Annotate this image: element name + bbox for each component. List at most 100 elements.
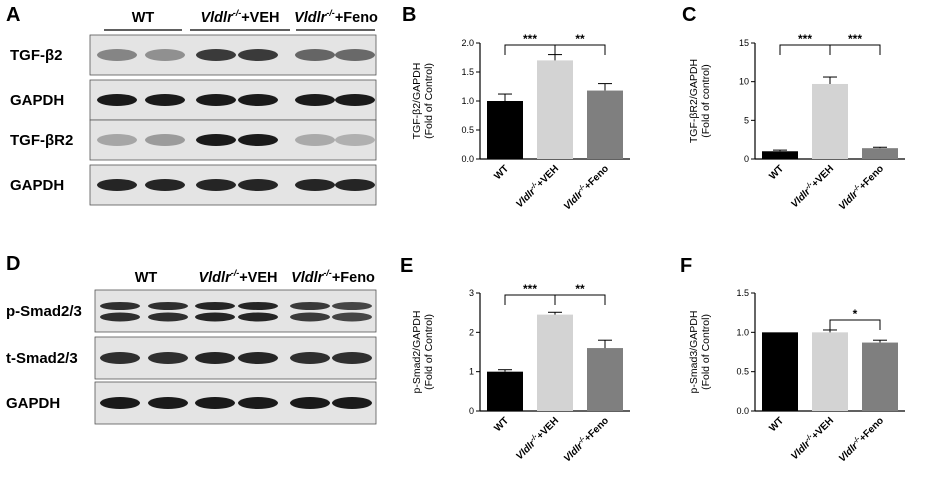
blot-band	[148, 397, 188, 409]
blot-band	[196, 94, 236, 106]
blot-row-label: GAPDH	[10, 177, 64, 194]
bar	[537, 314, 573, 411]
panel-letter: E	[400, 255, 413, 277]
blot-group-label: Vldlr-/-+Feno	[294, 8, 378, 26]
y-tick-label: 5	[744, 115, 749, 125]
bar	[487, 371, 523, 411]
blot-band	[195, 352, 235, 364]
panel-letter: B	[402, 4, 416, 26]
blot-band	[145, 94, 185, 106]
panel-letter: D	[6, 253, 20, 275]
blot-panel-a: A WT Vldlr-/-+VEH Vldlr-/-+Feno TGF-β2 GAPDH T…	[6, 4, 378, 206]
blot-band	[196, 134, 236, 146]
bar	[587, 90, 623, 159]
blot-band	[97, 179, 137, 191]
blot-band	[335, 179, 375, 191]
blot-band	[295, 94, 335, 106]
y-tick-label: 0.0	[736, 406, 749, 416]
significance-label: ***	[523, 32, 537, 46]
blot-band	[148, 302, 188, 310]
blot-band	[97, 94, 137, 106]
blot-band	[145, 179, 185, 191]
blot-band	[196, 49, 236, 61]
y-tick-label: 2.0	[461, 38, 474, 48]
blot-band	[195, 397, 235, 409]
category-label: WT	[492, 415, 511, 434]
bar	[762, 332, 798, 411]
chart-panel-f: F 0.0 0.5 1.0 1.5 p-Smad3/GAPDH(Fold of Contr…	[680, 255, 905, 465]
category-label: Vldlr-/-+Feno	[836, 415, 886, 465]
panel-letter: A	[6, 4, 20, 26]
y-tick-label: 0.5	[461, 125, 474, 135]
significance-label: *	[853, 307, 858, 321]
y-tick-label: 0	[744, 154, 749, 164]
blot-row-label: t-Smad2/3	[6, 350, 78, 367]
significance-bracket	[504, 44, 556, 55]
blot-band	[100, 312, 140, 322]
blot-band	[295, 134, 335, 146]
blot-band	[195, 312, 235, 322]
y-axis-title: p-Smad3/GAPDH(Fold of Control)	[688, 311, 712, 394]
y-tick-label: 1.0	[461, 96, 474, 106]
significance-bracket	[554, 294, 606, 305]
bar	[587, 348, 623, 411]
blot-band	[148, 312, 188, 322]
significance-bracket	[554, 44, 606, 55]
blot-band	[100, 302, 140, 310]
category-label: WT	[492, 163, 511, 182]
category-label: Vldlr-/-+Feno	[836, 163, 886, 213]
blot-band	[238, 397, 278, 409]
y-tick-label: 1.5	[736, 288, 749, 298]
significance-label: ***	[523, 282, 537, 296]
blot-band	[335, 49, 375, 61]
y-tick-label: 15	[739, 38, 749, 48]
significance-label: ***	[798, 32, 812, 46]
blot-band	[238, 94, 278, 106]
blot-band	[295, 49, 335, 61]
category-label: Vldlr-/-+VEH	[514, 163, 562, 211]
blot-band	[238, 134, 278, 146]
panel-letter: F	[680, 255, 692, 277]
bar	[487, 101, 523, 159]
category-label: WT	[767, 415, 786, 434]
chart-panel-b: B 0.0 0.5 1.0 1.5 2.0 TGF-β2/GAPDH(Fold of Con…	[402, 4, 630, 213]
blot-row-label: GAPDH	[10, 92, 64, 109]
blot-band	[290, 397, 330, 409]
blot-group-label: Vldlr-/-+VEH	[200, 8, 279, 26]
blot-row-label: GAPDH	[6, 395, 60, 412]
significance-label: ***	[848, 32, 862, 46]
y-tick-label: 0	[469, 406, 474, 416]
y-tick-label: 10	[739, 77, 749, 87]
y-tick-label: 0.0	[461, 154, 474, 164]
blot-group-label: Vldlr-/-+VEH	[198, 268, 277, 286]
blot-band	[295, 179, 335, 191]
significance-bracket	[829, 44, 881, 55]
category-label: Vldlr-/-+VEH	[789, 415, 837, 463]
blot-strip	[94, 289, 377, 333]
category-label: WT	[767, 163, 786, 182]
bar	[537, 60, 573, 159]
blot-band	[335, 94, 375, 106]
blot-band	[290, 352, 330, 364]
blot-band	[238, 49, 278, 61]
significance-label: **	[575, 32, 585, 46]
y-tick-label: 2	[469, 327, 474, 337]
blot-band	[332, 302, 372, 310]
blot-band	[332, 312, 372, 322]
category-label: Vldlr-/-+Feno	[561, 163, 611, 213]
blot-group-label: Vldlr-/-+Feno	[291, 268, 375, 286]
blot-band	[100, 352, 140, 364]
blot-band	[97, 49, 137, 61]
category-label: Vldlr-/-+VEH	[789, 163, 837, 211]
y-tick-label: 1.5	[461, 67, 474, 77]
y-tick-label: 1.0	[736, 327, 749, 337]
blot-band	[145, 134, 185, 146]
blot-band	[145, 49, 185, 61]
significance-bracket	[504, 294, 556, 305]
blot-band	[290, 312, 330, 322]
blot-band	[332, 397, 372, 409]
blot-band	[196, 179, 236, 191]
